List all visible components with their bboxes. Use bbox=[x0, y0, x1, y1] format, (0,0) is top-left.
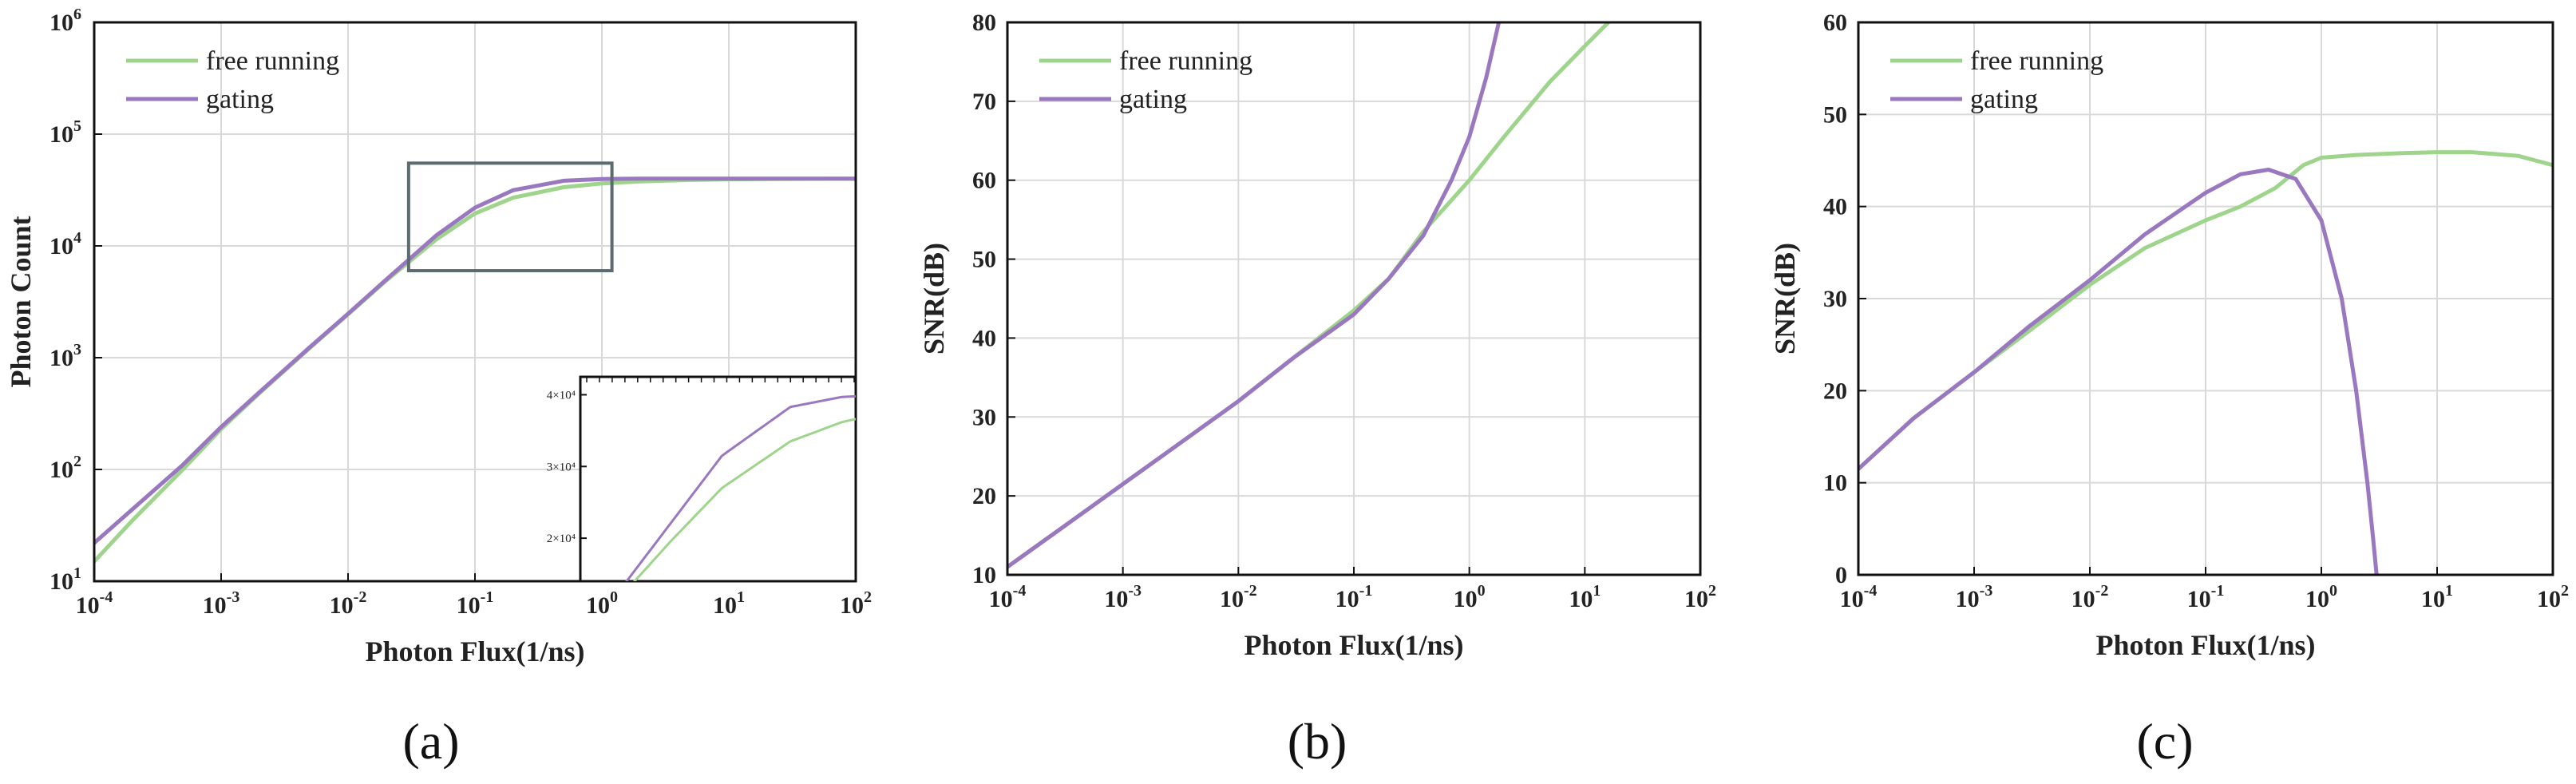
x-tick-label: 101 bbox=[1569, 582, 1601, 612]
y-tick-label: 104 bbox=[49, 229, 81, 259]
y-tick-label: 10 bbox=[972, 562, 996, 588]
y-tick-label: 102 bbox=[49, 453, 81, 483]
y-tick-label: 30 bbox=[1823, 286, 1847, 312]
x-tick-label: 10-2 bbox=[1220, 582, 1257, 612]
x-tick-label: 10-3 bbox=[1104, 582, 1142, 612]
inset-frame bbox=[579, 375, 857, 583]
y-axis-label: SNR(dB) bbox=[1769, 243, 1801, 354]
series-line-free-running bbox=[1858, 150, 2553, 471]
y-tick-label: 20 bbox=[972, 483, 996, 509]
inset-series-line-gating bbox=[625, 394, 856, 581]
inset-curves bbox=[625, 394, 856, 581]
x-tick-label: 102 bbox=[1684, 582, 1716, 612]
x-tick-label: 10-2 bbox=[2071, 582, 2109, 612]
x-tick-label: 100 bbox=[1454, 582, 1486, 612]
legend-label: gating bbox=[1970, 85, 2038, 114]
x-tick-label: 101 bbox=[2421, 582, 2453, 612]
panel-b-chart: 10-4 10-3 10-2 10-1 100 101 102 10 20 30 40 50 60 70 8… bbox=[918, 10, 1716, 661]
inset-y-tick-label: 4×10⁴ bbox=[547, 389, 576, 402]
x-tick-label: 10-2 bbox=[330, 588, 367, 619]
inset-y-tick-label: 2×10⁴ bbox=[547, 533, 576, 545]
legend-label: free running bbox=[1119, 46, 1252, 76]
y-tick-label: 40 bbox=[972, 325, 996, 351]
y-tick-label: 101 bbox=[49, 564, 81, 595]
series-line-free-running bbox=[1007, 22, 1611, 569]
x-axis-label: Photon Flux(1/ns) bbox=[1244, 629, 1463, 661]
x-tick-label: 10-3 bbox=[1956, 582, 1993, 612]
legend-label: free running bbox=[206, 46, 339, 76]
series-line-gating bbox=[1858, 168, 2379, 575]
inset-series-line-free-running bbox=[633, 418, 856, 581]
y-tick-label: 20 bbox=[1823, 378, 1847, 404]
x-tick-label: 10-3 bbox=[203, 588, 240, 619]
y-tick-label: 50 bbox=[972, 247, 996, 273]
y-tick-label: 105 bbox=[49, 117, 81, 148]
x-tick-label: 100 bbox=[2305, 582, 2337, 612]
series-line-gating bbox=[94, 176, 856, 545]
x-tick-label: 102 bbox=[840, 588, 872, 619]
x-axis-label: Photon Flux(1/ns) bbox=[365, 636, 584, 667]
y-tick-label: 50 bbox=[1823, 101, 1847, 128]
y-axis-label: Photon Count bbox=[5, 216, 37, 387]
x-tick-label: 10-4 bbox=[989, 582, 1027, 612]
y-tick-label: 60 bbox=[972, 168, 996, 194]
y-tick-label: 30 bbox=[972, 404, 996, 430]
x-tick-label: 10-4 bbox=[76, 588, 113, 619]
y-tick-label: 0 bbox=[1835, 562, 1847, 588]
series-line-gating bbox=[1007, 22, 1502, 569]
x-tick-label: 10-1 bbox=[1335, 582, 1373, 612]
y-tick-label: 106 bbox=[49, 6, 81, 36]
y-tick-label: 40 bbox=[1823, 194, 1847, 220]
panel-label-c: (c) bbox=[2136, 713, 2193, 770]
y-tick-label: 10 bbox=[1823, 470, 1847, 497]
panel-label-b: (b) bbox=[1288, 713, 1347, 770]
x-tick-label: 10-1 bbox=[457, 588, 494, 619]
y-tick-label: 80 bbox=[972, 10, 996, 36]
x-tick-label: 10-4 bbox=[1840, 582, 1878, 612]
x-axis-label: Photon Flux(1/ns) bbox=[2095, 629, 2315, 661]
panel-a-chart: 10-4 10-3 10-2 10-1 100 101 102 101 102 103 104 105… bbox=[5, 6, 872, 667]
legend-label: free running bbox=[1970, 46, 2103, 76]
y-axis-label: SNR(dB) bbox=[918, 243, 950, 354]
y-tick-label: 103 bbox=[49, 341, 81, 371]
x-tick-label: 100 bbox=[586, 588, 618, 619]
y-tick-label: 70 bbox=[972, 89, 996, 115]
panel-label-a: (a) bbox=[402, 713, 459, 770]
x-tick-label: 10-1 bbox=[2187, 582, 2225, 612]
legend-label: gating bbox=[1119, 85, 1187, 114]
y-tick-label: 60 bbox=[1823, 10, 1847, 36]
legend-label: gating bbox=[206, 85, 274, 114]
zoom-box bbox=[406, 161, 614, 273]
inset-y-tick-label: 3×10⁴ bbox=[547, 461, 576, 473]
x-tick-label: 102 bbox=[2537, 582, 2569, 612]
x-tick-label: 101 bbox=[713, 588, 745, 619]
